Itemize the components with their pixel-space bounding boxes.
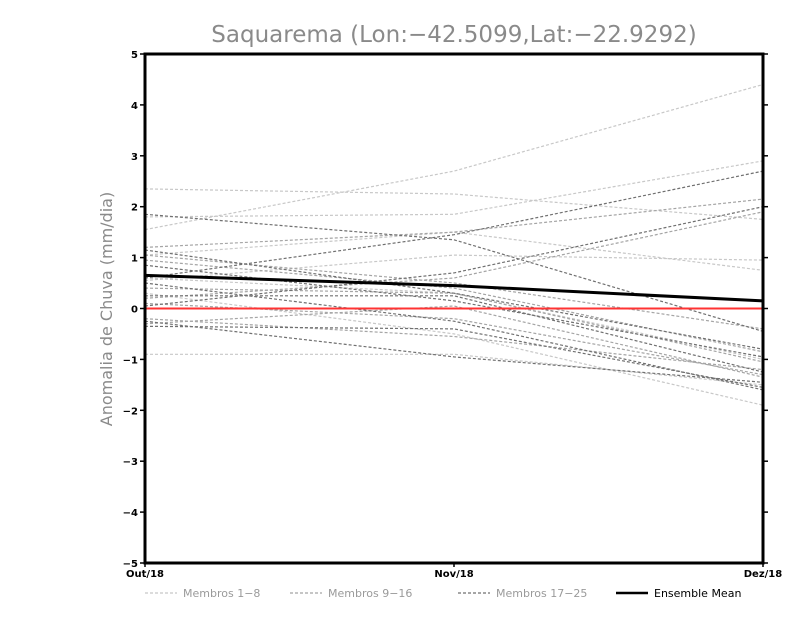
x-tick-label: Dez/18 (744, 569, 783, 580)
y-tick-label: 1 (131, 254, 138, 265)
member-line-group3-5 (145, 295, 764, 373)
member-line-group3-1 (144, 213, 764, 332)
member-line-group3-8 (144, 264, 764, 358)
member-line-group1-5 (144, 254, 764, 282)
legend-label: Membros 9−16 (328, 587, 412, 600)
member-line-group2-2 (144, 211, 764, 299)
y-tick-label: −4 (123, 508, 138, 519)
member-line-group2-5 (144, 287, 764, 363)
y-tick-label: −3 (123, 457, 138, 468)
legend-label: Membros 1−8 (183, 587, 260, 600)
series-layer (144, 83, 764, 406)
member-line-group1-7 (145, 353, 764, 386)
y-tick-label: 2 (131, 203, 138, 214)
ensemble-mean-layer (144, 273, 764, 303)
y-tick-label: 3 (131, 152, 138, 163)
member-line-group1-8 (144, 277, 764, 360)
member-line-group2-6 (144, 305, 764, 378)
y-tick-label: −2 (123, 406, 138, 417)
member-line-group1-4 (144, 231, 764, 271)
y-tick-label: −5 (123, 559, 138, 570)
member-line-group2-7 (144, 254, 764, 330)
member-line-group1-6 (144, 292, 764, 406)
y-tick-label: 4 (131, 101, 138, 112)
member-line-group1-2 (144, 188, 764, 220)
member-line-group1-1 (144, 83, 764, 231)
legend-label: Ensemble Mean (654, 587, 741, 600)
member-line-group2-4 (144, 318, 764, 371)
y-axis-label: Anomalia de Chuva (mm/dia) (97, 192, 116, 426)
member-line-group3-9 (144, 282, 764, 391)
ensemble-mean-line (144, 273, 764, 303)
y-tick-label: 0 (131, 305, 138, 316)
legend-label: Membros 17−25 (496, 587, 587, 600)
member-line-group3-7 (144, 320, 764, 383)
x-tick-label: Out/18 (126, 569, 164, 580)
member-line-group2-3 (144, 259, 764, 353)
x-axis-ticks: Out/18 Nov/18 Dez/18 (126, 563, 782, 580)
member-line-group3-4 (144, 249, 764, 350)
y-axis-ticks: −5 −4 −3 −2 −1 0 1 2 3 4 5 (123, 50, 768, 570)
chart-title: Saquarema (Lon:−42.5099,Lat:−22.9292) (211, 22, 696, 48)
y-tick-label: 5 (131, 50, 138, 61)
legend: Membros 1−8 Membros 9−16 Membros 17−25 Ense… (145, 587, 741, 600)
member-line-group3-3 (144, 206, 764, 307)
member-line-group2-1 (144, 198, 764, 248)
x-tick-label: Nov/18 (434, 569, 473, 580)
y-tick-label: −1 (123, 355, 138, 366)
member-line-group3-2 (144, 170, 764, 279)
